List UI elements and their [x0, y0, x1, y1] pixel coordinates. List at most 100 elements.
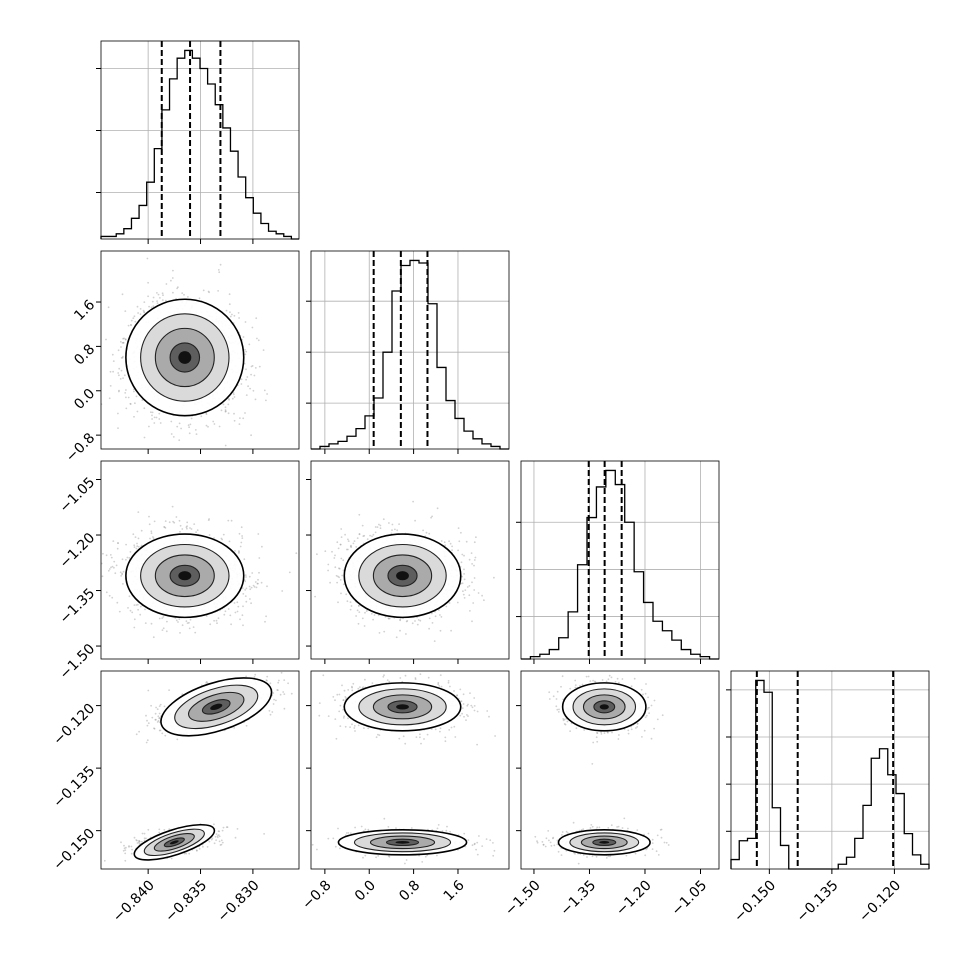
scatter-point — [118, 390, 120, 392]
scatter-point — [230, 623, 232, 625]
scatter-point — [178, 618, 180, 620]
scatter-point — [146, 742, 148, 744]
scatter-point — [237, 606, 239, 608]
scatter-point — [143, 407, 145, 409]
scatter-point — [223, 404, 225, 406]
scatter-point — [164, 735, 166, 737]
scatter-point — [124, 392, 126, 394]
scatter-point — [163, 829, 165, 831]
scatter-point — [253, 585, 255, 587]
scatter-point — [149, 523, 151, 525]
scatter-point — [135, 536, 137, 538]
scatter-point — [468, 594, 470, 596]
scatter-point — [169, 521, 171, 523]
scatter-point — [473, 565, 475, 567]
scatter-point — [234, 550, 236, 552]
scatter-point — [200, 415, 202, 417]
scatter-point — [125, 408, 127, 410]
scatter-point — [261, 546, 263, 548]
scatter-point — [472, 602, 474, 604]
scatter-point — [362, 535, 364, 537]
scatter-point — [458, 527, 460, 529]
scatter-point — [358, 611, 360, 613]
scatter-point — [394, 529, 396, 531]
scatter-point — [213, 620, 215, 622]
scatter-point — [189, 527, 191, 529]
scatter-point — [340, 593, 342, 595]
scatter-point — [138, 538, 140, 540]
scatter-point — [143, 311, 145, 313]
scatter-point — [336, 541, 338, 543]
scatter-point — [159, 297, 161, 299]
scatter-point — [136, 733, 138, 735]
scatter-point — [241, 526, 243, 528]
scatter-point — [160, 422, 162, 424]
scatter-point — [242, 593, 244, 595]
scatter-point — [130, 610, 132, 612]
scatter-point — [225, 445, 227, 447]
scatter-point — [230, 316, 232, 318]
scatter-point — [340, 528, 342, 530]
scatter-point — [451, 546, 453, 548]
panel-frame — [101, 41, 299, 239]
scatter-point — [241, 535, 243, 537]
scatter-point — [238, 317, 240, 319]
scatter-point — [396, 636, 398, 638]
panel-content — [86, 246, 268, 467]
scatter-point — [214, 423, 216, 425]
scatter-point — [265, 615, 267, 617]
scatter-point — [160, 465, 162, 467]
scatter-point — [138, 731, 140, 733]
scatter-point — [412, 622, 414, 624]
scatter-point — [445, 606, 447, 608]
scatter-point — [121, 370, 123, 372]
scatter-point — [118, 368, 120, 370]
scatter-point — [127, 607, 129, 609]
scatter-point — [287, 682, 289, 684]
scatter-point — [128, 397, 130, 399]
scatter-point — [218, 269, 220, 271]
scatter-point — [350, 546, 352, 548]
scatter-point — [95, 547, 97, 549]
scatter-point — [176, 620, 178, 622]
scatter-point — [471, 581, 473, 583]
scatter-point — [414, 620, 416, 622]
scatter-point — [231, 520, 233, 522]
scatter-point — [133, 391, 135, 393]
scatter-point — [221, 539, 223, 541]
scatter-point — [348, 540, 350, 542]
scatter-point — [187, 622, 189, 624]
scatter-point — [195, 531, 197, 533]
scatter-point — [172, 270, 174, 272]
scatter-point — [113, 567, 115, 569]
scatter-point — [128, 557, 130, 559]
scatter-point — [113, 561, 115, 563]
scatter-point — [272, 692, 274, 694]
scatter-point — [195, 429, 197, 431]
scatter-point — [344, 534, 346, 536]
scatter-point — [238, 312, 240, 314]
scatter-point — [120, 341, 122, 343]
scatter-point — [314, 596, 316, 598]
scatter-point — [250, 602, 252, 604]
panel-frame — [731, 671, 929, 869]
scatter-point — [255, 399, 257, 401]
scatter-point — [151, 415, 153, 417]
scatter-point — [336, 582, 338, 584]
scatter-point — [444, 541, 446, 543]
scatter-point — [153, 422, 155, 424]
scatter-point — [513, 562, 515, 564]
histogram-panel-2 — [516, 461, 719, 664]
scatter-point — [144, 437, 146, 439]
scatter-point — [137, 306, 139, 308]
scatter-point — [137, 511, 139, 513]
scatter-point — [240, 542, 242, 544]
scatter-point — [118, 349, 120, 351]
scatter-point — [422, 530, 424, 532]
scatter-point — [239, 423, 241, 425]
scatter-point — [247, 385, 249, 387]
scatter-point — [270, 682, 272, 684]
scatter-point — [474, 577, 476, 579]
scatter-point — [155, 713, 157, 715]
